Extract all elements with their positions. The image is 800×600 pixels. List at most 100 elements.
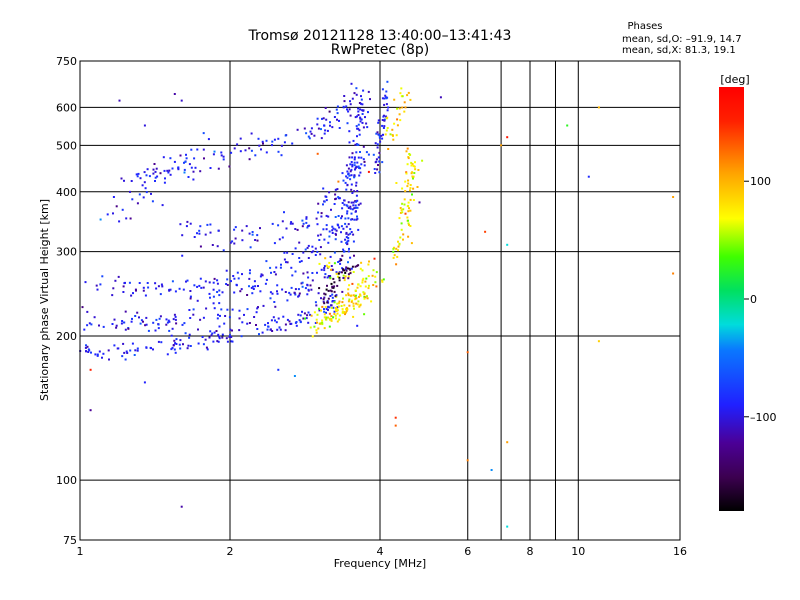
echo-point xyxy=(325,195,328,198)
echo-point xyxy=(374,281,377,284)
echo-point xyxy=(387,148,390,150)
echo-point xyxy=(134,315,137,317)
echo-point xyxy=(189,295,192,298)
echo-point xyxy=(344,238,347,241)
echo-point xyxy=(361,113,364,115)
echo-point xyxy=(135,173,138,176)
echo-point xyxy=(400,87,403,90)
echo-point xyxy=(202,343,205,346)
echo-point xyxy=(117,347,120,350)
echo-point xyxy=(353,176,356,179)
echo-point xyxy=(188,309,191,311)
echo-point xyxy=(333,281,336,284)
echo-point xyxy=(353,207,356,210)
echo-point xyxy=(276,290,278,293)
echo-point xyxy=(330,265,333,267)
echo-point xyxy=(337,215,340,217)
echo-point xyxy=(159,293,162,296)
echo-point xyxy=(376,146,379,149)
echo-point xyxy=(135,289,137,292)
echo-point xyxy=(150,192,152,195)
echo-point xyxy=(361,103,364,106)
echo-point xyxy=(347,233,350,236)
echo-point xyxy=(260,273,263,276)
echo-point xyxy=(265,278,268,281)
echo-point xyxy=(347,110,350,113)
echo-point xyxy=(296,228,299,231)
echo-point xyxy=(118,220,121,223)
echo-point xyxy=(397,249,399,252)
echo-point xyxy=(362,291,365,294)
echo-point xyxy=(203,157,205,160)
echo-point xyxy=(316,271,318,274)
echo-point xyxy=(122,285,125,288)
echo-point xyxy=(324,129,327,132)
echo-point xyxy=(381,280,384,283)
x-tick-label: 4 xyxy=(377,545,384,558)
echo-point xyxy=(355,181,358,184)
echo-point xyxy=(398,113,401,116)
echo-point xyxy=(225,337,228,340)
echo-point xyxy=(337,180,340,183)
echo-point xyxy=(87,351,90,353)
echo-point xyxy=(345,294,348,297)
x-tick-label: 8 xyxy=(527,545,534,558)
echo-point xyxy=(143,381,146,384)
echo-point xyxy=(351,208,354,211)
echo-point xyxy=(350,201,353,204)
echo-point xyxy=(332,306,335,309)
echo-point xyxy=(356,135,358,138)
echo-point xyxy=(128,281,131,284)
echo-point xyxy=(224,315,227,317)
echo-point xyxy=(165,318,168,321)
echo-point xyxy=(167,171,170,174)
echo-point xyxy=(395,247,398,250)
echo-point xyxy=(327,308,329,311)
echo-point xyxy=(305,317,308,320)
echo-point xyxy=(225,269,228,272)
echo-point xyxy=(352,139,355,142)
echo-point xyxy=(359,293,361,296)
echo-point xyxy=(408,223,410,226)
echo-point xyxy=(347,300,350,303)
echo-point xyxy=(222,158,225,161)
echo-point xyxy=(333,301,336,304)
echo-point xyxy=(325,318,328,321)
echo-point xyxy=(238,309,241,312)
echo-point xyxy=(386,80,389,83)
echo-point xyxy=(350,168,353,171)
echo-point xyxy=(348,141,351,144)
echo-point xyxy=(335,307,337,309)
echo-point xyxy=(342,227,345,230)
echo-point xyxy=(344,313,346,316)
echo-point xyxy=(338,318,341,321)
echo-point xyxy=(291,274,294,277)
echo-point xyxy=(246,322,249,325)
echo-point xyxy=(200,286,203,289)
echo-point xyxy=(157,340,160,343)
echo-point xyxy=(250,286,253,289)
echo-point xyxy=(189,290,192,292)
echo-point xyxy=(350,82,353,85)
echo-point xyxy=(180,505,183,508)
echo-point xyxy=(320,268,323,271)
echo-point xyxy=(248,277,251,280)
echo-point xyxy=(382,278,385,281)
echo-point xyxy=(345,266,348,269)
echo-point xyxy=(160,283,163,286)
echo-point xyxy=(354,289,357,292)
echo-point xyxy=(131,317,133,320)
echo-point xyxy=(172,318,175,321)
echo-point xyxy=(142,289,145,292)
chart-subtitle: RwPretec (8p) xyxy=(331,42,429,58)
echo-point xyxy=(340,305,343,307)
echo-point xyxy=(347,223,350,226)
echo-point xyxy=(273,138,276,141)
echo-point xyxy=(315,331,318,334)
echo-point xyxy=(377,121,380,124)
echo-point xyxy=(273,242,276,245)
echo-point xyxy=(245,225,248,228)
echo-point xyxy=(375,285,378,288)
echo-point xyxy=(333,285,336,288)
echo-point xyxy=(335,309,338,312)
